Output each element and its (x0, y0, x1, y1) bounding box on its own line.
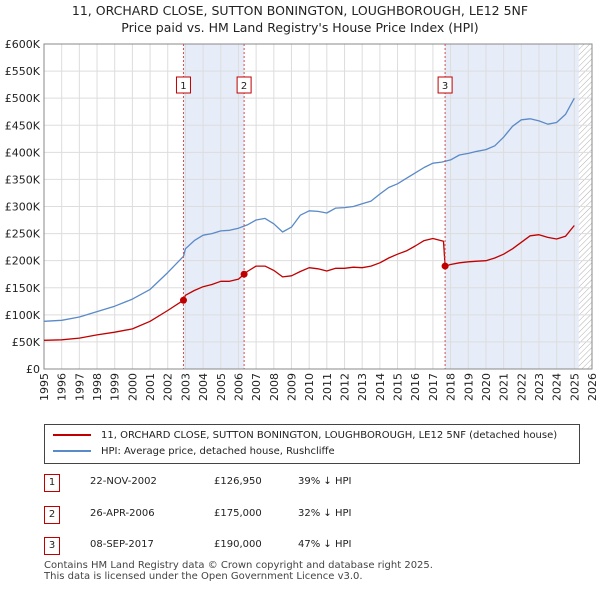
legend-swatch-property (53, 434, 91, 436)
sale-label-text: 3 (442, 81, 448, 92)
x-tick-label: 2013 (356, 373, 369, 401)
legend-item-property: 11, ORCHARD CLOSE, SUTTON BONINGTON, LOU… (53, 428, 557, 444)
x-tick-label: 2007 (250, 373, 263, 401)
chart-title-line1: 11, ORCHARD CLOSE, SUTTON BONINGTON, LOU… (71, 3, 529, 18)
y-tick-label: £500K (5, 92, 41, 105)
sale-point (240, 270, 248, 278)
x-tick-label: 2024 (551, 373, 564, 401)
legend-label-property: 11, ORCHARD CLOSE, SUTTON BONINGTON, LOU… (101, 430, 558, 441)
sale-label-box (437, 76, 453, 94)
y-tick-label: £100K (5, 309, 41, 322)
transaction-price: £175,000 (214, 508, 262, 519)
transaction-date: 08-SEP-2017 (90, 539, 154, 550)
transaction-number-badge: 2 (44, 506, 60, 524)
transaction-number-badge: 1 (44, 474, 60, 492)
legend: 11, ORCHARD CLOSE, SUTTON BONINGTON, LOU… (44, 424, 580, 464)
x-tick-label: 2003 (179, 373, 192, 401)
y-tick-label: £250K (5, 228, 41, 241)
y-tick-label: £450K (5, 119, 41, 132)
y-tick-label: £200K (5, 255, 41, 268)
transaction-hpi-diff: 39% ↓ HPI (298, 476, 352, 487)
y-tick-label: £400K (5, 146, 41, 159)
legend-item-hpi: HPI: Average price, detached house, Rush… (53, 444, 335, 460)
sale-label-box (175, 76, 191, 94)
y-tick-label: £50K (12, 336, 41, 349)
sale-label-box (236, 76, 252, 94)
y-tick-label: £550K (5, 65, 41, 78)
transaction-date: 22-NOV-2002 (90, 476, 157, 487)
x-tick-label: 1997 (73, 373, 86, 401)
y-tick-label: £300K (5, 201, 41, 214)
chart-title-line2: Price paid vs. HM Land Registry's House … (121, 20, 479, 35)
x-tick-label: 2016 (409, 373, 422, 401)
x-tick-label: 2017 (427, 373, 440, 401)
x-tick-label: 2015 (392, 373, 405, 401)
x-tick-label: 2009 (285, 373, 298, 401)
sale-label-text: 2 (241, 81, 247, 92)
chart-title: 11, ORCHARD CLOSE, SUTTON BONINGTON, LOU… (0, 2, 600, 36)
legend-swatch-hpi (53, 450, 91, 452)
x-tick-label: 1998 (91, 373, 104, 401)
x-tick-label: 2005 (215, 373, 228, 401)
x-tick-label: 1995 (38, 373, 51, 401)
transaction-hpi-diff: 32% ↓ HPI (298, 508, 352, 519)
hpi-line (43, 97, 575, 322)
x-tick-label: 1999 (109, 373, 122, 401)
x-tick-label: 2008 (268, 373, 281, 401)
y-tick-label: £150K (5, 282, 41, 295)
transaction-price: £126,950 (214, 476, 262, 487)
footer-line2: This data is licensed under the Open Gov… (44, 571, 363, 582)
price-chart: £0 £50K £100K £150K £200K £250K £300K £350K £400… (5, 38, 599, 401)
x-tick-label: 2019 (462, 373, 475, 401)
plot-frame (43, 43, 593, 370)
footer-line1: Contains HM Land Registry data © Crown c… (44, 560, 433, 571)
footer-attribution: Contains HM Land Registry data © Crown c… (44, 560, 433, 582)
legend-label-hpi: HPI: Average price, detached house, Rush… (101, 446, 335, 457)
x-tick-label: 2020 (480, 373, 493, 401)
sale-point (179, 296, 187, 304)
x-tick-label: 2006 (232, 373, 245, 401)
x-tick-label: 2022 (515, 373, 528, 401)
y-tick-label: £350K (5, 173, 41, 186)
x-tick-label: 2010 (303, 373, 316, 401)
x-tick-label: 2002 (162, 373, 175, 401)
transaction-price: £190,000 (214, 539, 262, 550)
transaction-hpi-diff: 47% ↓ HPI (298, 539, 352, 550)
transaction-row: 1 22-NOV-2002 £126,950 39% ↓ HPI (44, 474, 464, 492)
transaction-row: 2 26-APR-2006 £175,000 32% ↓ HPI (44, 506, 464, 524)
sale-point (441, 262, 449, 270)
sale-label-text: 1 (180, 81, 186, 92)
transaction-number-badge: 3 (44, 537, 60, 555)
x-tick-label: 2025 (568, 373, 581, 401)
x-tick-label: 1996 (56, 373, 69, 401)
transaction-row: 3 08-SEP-2017 £190,000 47% ↓ HPI (44, 537, 464, 555)
x-tick-label: 2014 (374, 373, 387, 401)
y-tick-label: £0 (26, 363, 40, 376)
x-tick-label: 2021 (498, 373, 511, 401)
x-tick-label: 2026 (586, 373, 599, 401)
property-price-line (43, 225, 575, 341)
x-tick-label: 2012 (339, 373, 352, 401)
y-tick-label: £600K (5, 38, 41, 51)
x-tick-label: 2018 (445, 373, 458, 401)
transaction-date: 26-APR-2006 (90, 508, 155, 519)
x-tick-label: 2000 (126, 373, 139, 401)
x-tick-label: 2004 (197, 373, 210, 401)
x-tick-label: 2001 (144, 373, 157, 401)
x-tick-label: 2011 (321, 373, 334, 401)
x-tick-label: 2023 (533, 373, 546, 401)
